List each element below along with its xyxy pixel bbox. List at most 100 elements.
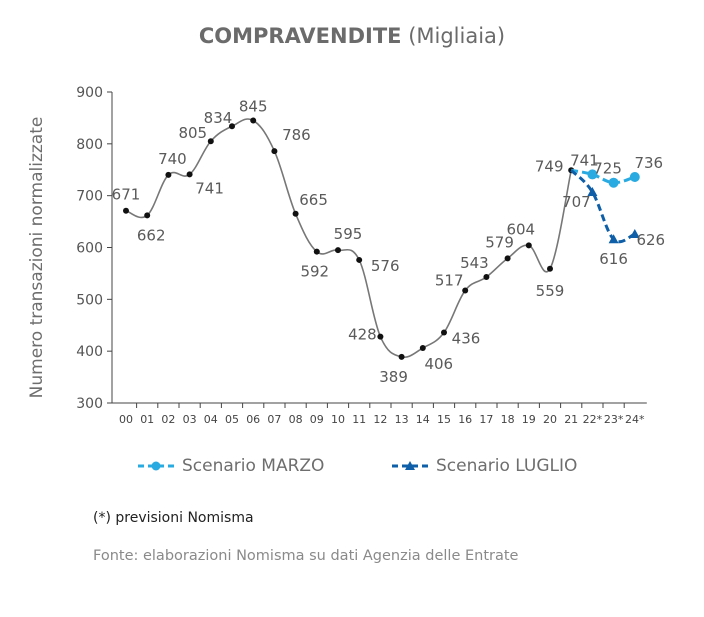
y-tick-label: 900 (76, 85, 103, 101)
x-tick-label: 08 (289, 413, 303, 426)
footnote: (*) previsioni Nomisma (93, 510, 254, 526)
data-point-historical (525, 242, 532, 249)
data-point-historical (123, 207, 129, 214)
legend-label-marzo: Scenario MARZO (182, 456, 325, 476)
source-note: Fonte: elaborazioni Nomisma su dati Agen… (93, 548, 519, 564)
data-label: 559 (536, 282, 565, 300)
data-point-historical (398, 353, 405, 360)
data-point-historical (165, 171, 172, 178)
data-point-historical (441, 329, 447, 336)
data-label: 436 (452, 330, 481, 348)
x-tick-label: 15 (437, 413, 451, 426)
data-label: 604 (506, 220, 535, 238)
data-label: 389 (379, 368, 408, 386)
data-label: 665 (299, 191, 328, 209)
data-point-historical (292, 210, 299, 217)
data-point-historical (271, 148, 278, 155)
x-tick-label: 07 (267, 413, 281, 426)
x-tick-label: 22* (583, 413, 603, 426)
x-tick-label: 18 (501, 413, 515, 426)
data-label: 543 (460, 254, 489, 272)
x-tick-label: 03 (183, 413, 197, 426)
series-line-luglio (570, 169, 636, 244)
y-tick-label: 400 (76, 344, 103, 360)
data-label: 740 (158, 150, 187, 168)
data-label: 736 (634, 154, 663, 172)
x-tick-label: 01 (140, 413, 154, 426)
data-label: 707 (562, 193, 591, 211)
x-tick-label: 02 (161, 413, 175, 426)
data-point-historical (313, 248, 320, 255)
x-tick-label: 09 (310, 413, 324, 426)
x-tick-label: 21 (564, 413, 578, 426)
x-tick-label: 17 (479, 413, 493, 426)
data-label: 579 (485, 233, 514, 251)
data-point-historical (504, 255, 511, 262)
x-tick-label: 19 (522, 413, 536, 426)
x-tick-label: 05 (225, 413, 239, 426)
data-point-historical (483, 274, 490, 281)
series-line-historical (125, 118, 572, 359)
data-label: 616 (599, 250, 628, 268)
data-point-historical (207, 138, 214, 145)
data-point-historical (547, 265, 553, 272)
data-label: 741 (195, 179, 224, 197)
legend-item-marzo: Scenario MARZO (136, 456, 324, 476)
series-line-marzo (570, 168, 636, 185)
y-tick-label: 500 (76, 292, 103, 308)
legend-marker-marzo (138, 461, 174, 471)
data-point-historical (419, 345, 426, 352)
data-label: 671 (112, 186, 141, 204)
data-label: 592 (300, 263, 329, 281)
data-point-historical (377, 333, 384, 340)
data-label: 805 (178, 124, 207, 142)
y-tick-label: 600 (76, 241, 103, 257)
legend-item-luglio: Scenario LUGLIO (390, 456, 577, 476)
data-label: 428 (348, 326, 377, 344)
x-tick-label: 23* (604, 413, 624, 426)
x-tick-label: 14 (416, 413, 430, 426)
data-label: 725 (593, 160, 622, 178)
data-label: 662 (137, 226, 166, 244)
y-axis-title: Numero transazioni normalizzate (27, 117, 47, 399)
x-tick-label: 10 (331, 413, 345, 426)
data-label: 626 (636, 231, 665, 249)
data-point-marzo (608, 177, 619, 188)
data-point-historical (229, 123, 235, 130)
data-point-marzo (629, 172, 640, 183)
data-point-historical (144, 212, 151, 219)
chart-title: COMPRAVENDITE (Migliaia) (0, 24, 704, 48)
legend-label-luglio: Scenario LUGLIO (436, 456, 578, 476)
y-tick-label: 300 (76, 396, 103, 412)
data-label: 517 (435, 272, 464, 290)
data-point-historical (335, 247, 341, 254)
x-tick-label: 20 (543, 413, 557, 426)
data-point-historical (462, 287, 469, 294)
chart-series (123, 117, 640, 360)
x-tick-label: 04 (204, 413, 218, 426)
chart-axes: 300 400 500 600 700 800 900 00 01 02 03 04 05 06 07 08 0… (27, 85, 647, 426)
legend-marker-luglio (392, 461, 428, 470)
data-point-marzo (587, 169, 598, 180)
y-tick-label: 700 (76, 189, 103, 205)
x-tick-label: 06 (246, 413, 260, 426)
data-point-historical (356, 256, 363, 263)
data-point-luglio (587, 187, 598, 197)
data-point-historical (186, 171, 193, 178)
data-point-luglio (608, 234, 619, 244)
data-label: 786 (282, 126, 311, 144)
x-tick-label: 00 (119, 413, 133, 426)
data-point-historical (250, 117, 257, 124)
chart-title-sub: (Migliaia) (408, 24, 506, 48)
y-tick-label: 800 (76, 137, 103, 153)
data-label: 749 (535, 157, 564, 175)
data-label: 834 (204, 109, 233, 127)
x-tick-label: 16 (458, 413, 472, 426)
data-label: 845 (239, 98, 268, 116)
data-label: 595 (334, 225, 363, 243)
x-tick-label: 11 (352, 413, 366, 426)
x-tick-label: 24* (625, 413, 645, 426)
chart-title-main: COMPRAVENDITE (198, 24, 402, 48)
